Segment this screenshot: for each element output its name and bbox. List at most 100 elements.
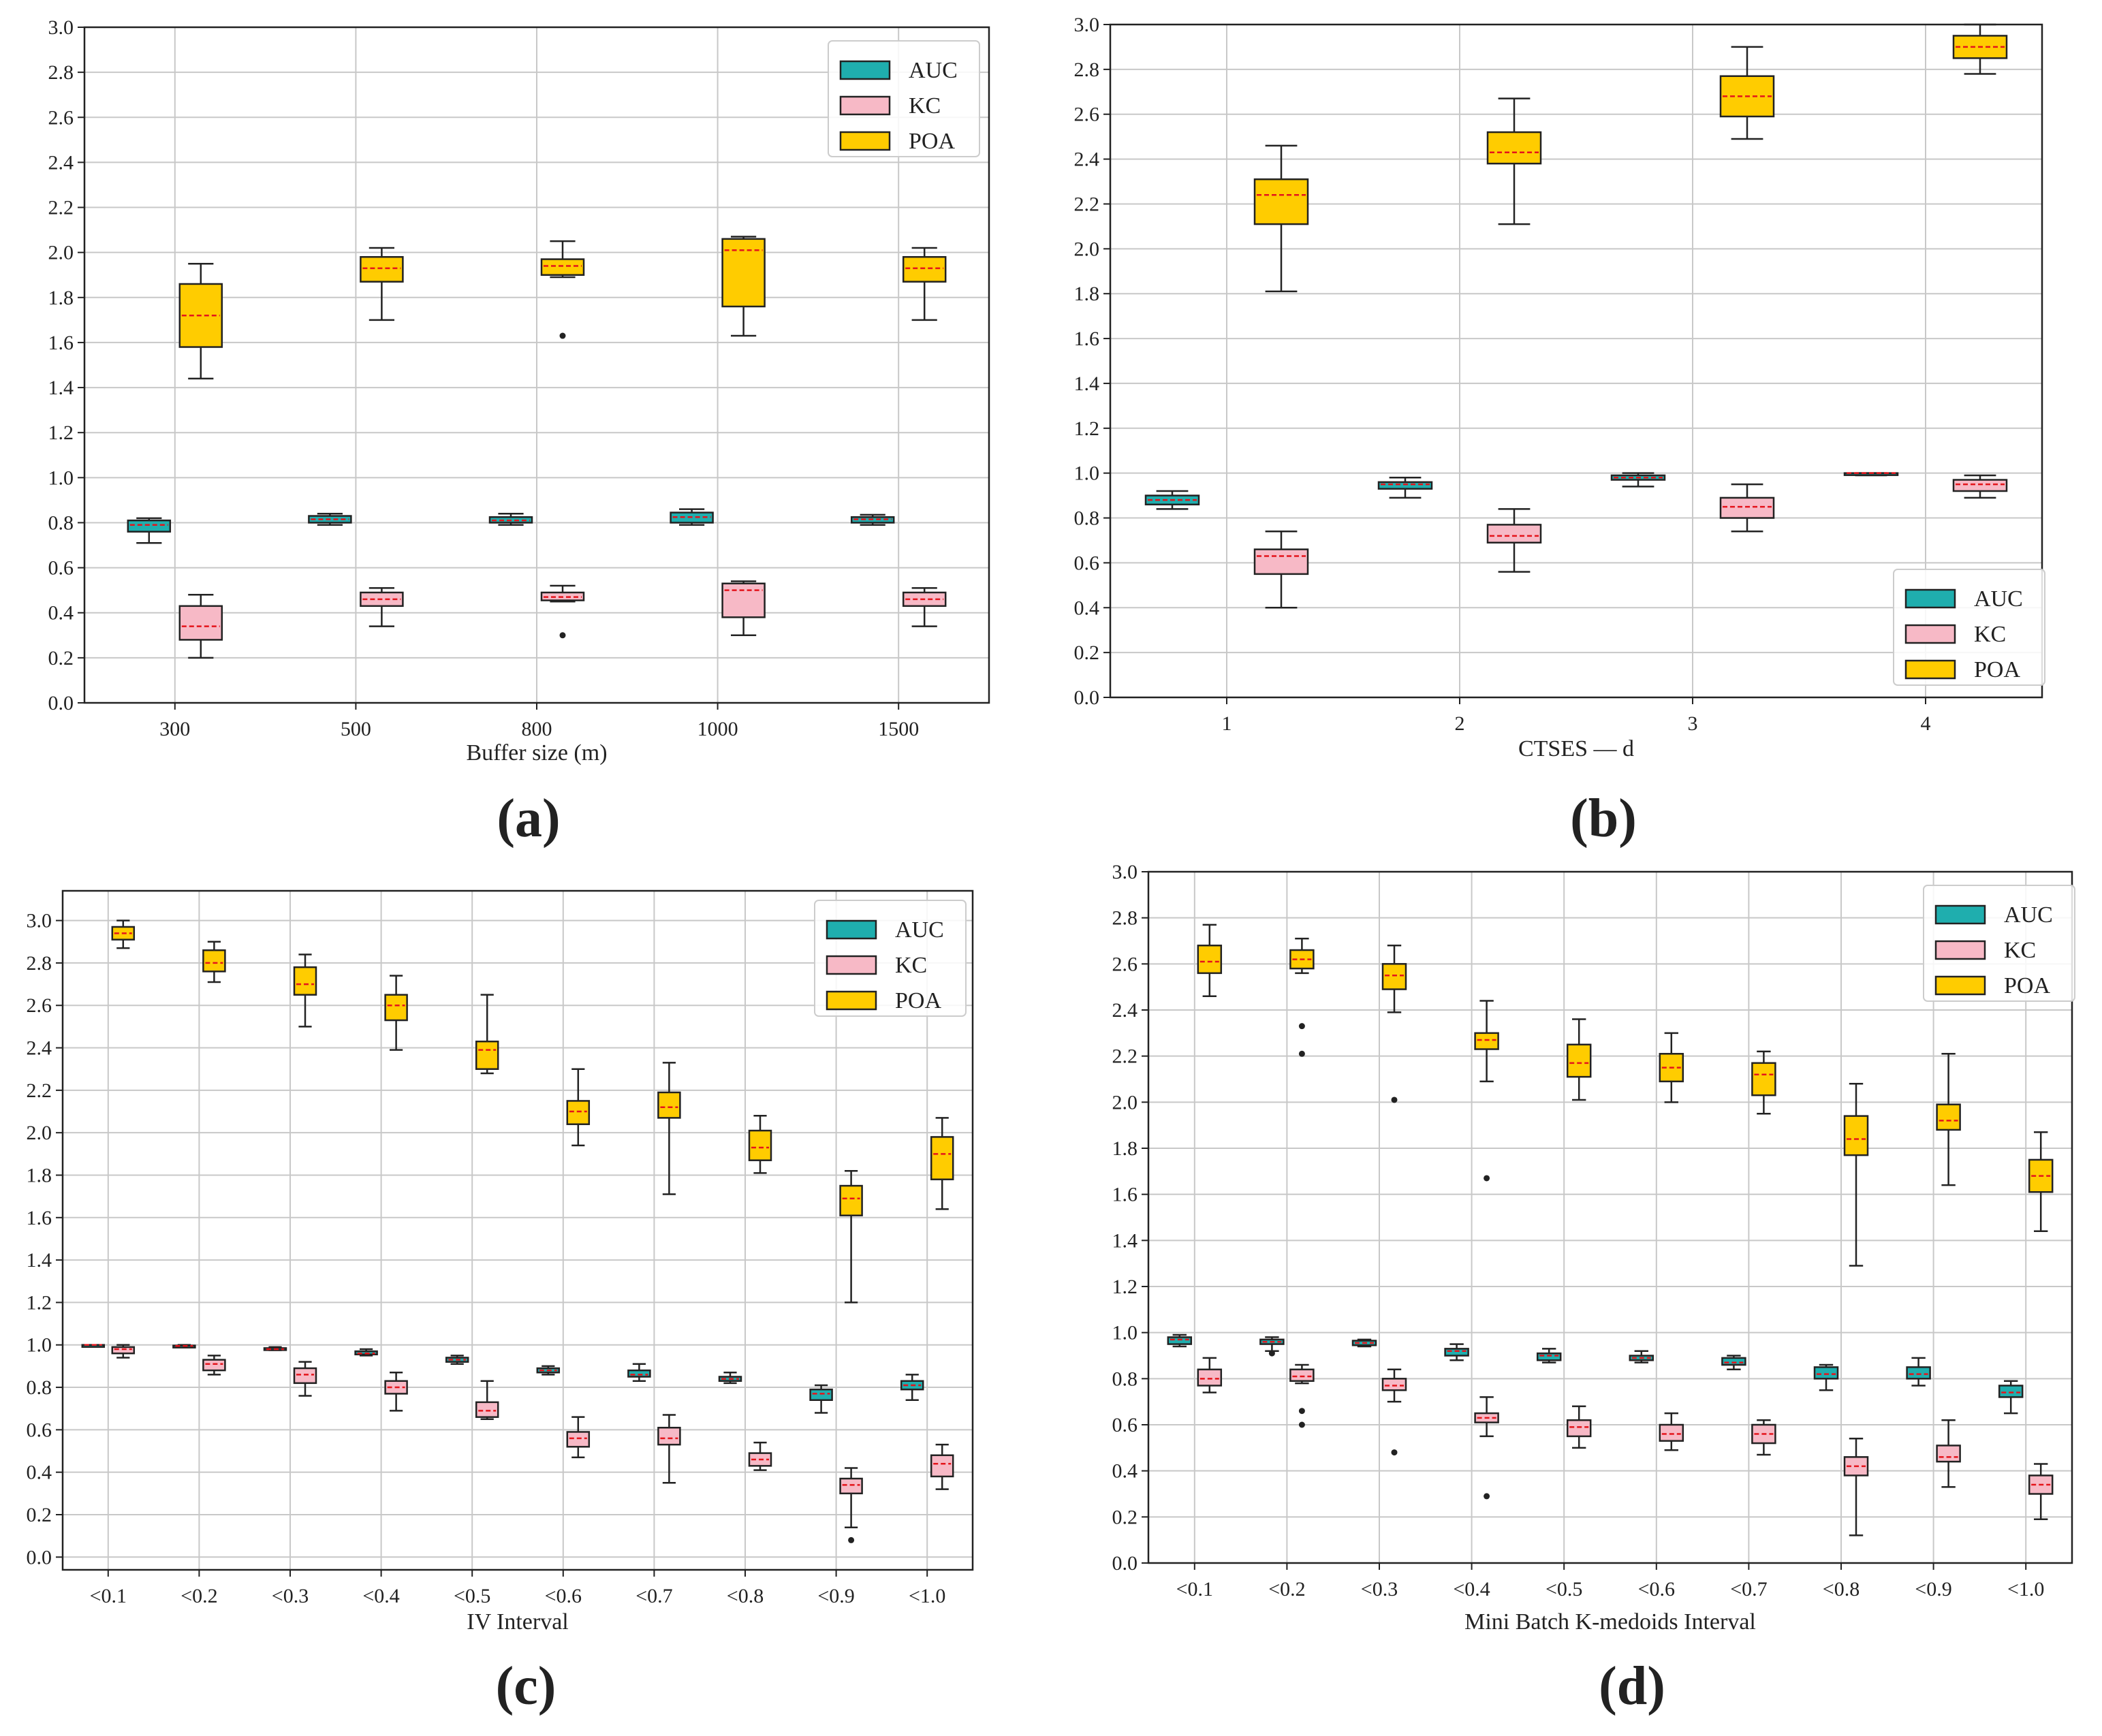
y-tick-label: 1.6 [27, 1207, 52, 1229]
box-poa [566, 1068, 591, 1147]
x-tick-label: <0.6 [545, 1585, 582, 1607]
box-kc [1289, 1363, 1315, 1428]
y-tick-label: 0.4 [48, 602, 74, 625]
box-kc [1197, 1357, 1223, 1393]
x-tick-label: <0.9 [1915, 1578, 1951, 1600]
box-body [1289, 1368, 1315, 1382]
box-poa [930, 1117, 954, 1210]
y-tick-label: 1.6 [48, 332, 74, 354]
panel-letter: (c) [496, 1656, 556, 1716]
y-tick-label: 2.2 [48, 197, 74, 219]
box-body [293, 1367, 317, 1385]
box-auc [354, 1348, 378, 1357]
y-tick-label: 2.6 [27, 994, 52, 1017]
box-auc [1721, 1355, 1746, 1371]
y-tick-label: 1.4 [1074, 373, 1100, 395]
box-body [566, 1431, 591, 1448]
box-body [1253, 178, 1309, 225]
box-poa [1843, 1083, 1869, 1267]
box-body [1536, 1352, 1562, 1361]
y-tick-label: 1.0 [1074, 462, 1100, 485]
x-axis-label: CTSES — d [1518, 736, 1634, 761]
y-tick-label: 2.8 [1112, 907, 1138, 930]
legend-label-auc: AUC [2004, 902, 2053, 928]
box-poa [111, 919, 136, 949]
box-kc [202, 1355, 226, 1376]
legend-label-auc: AUC [895, 917, 944, 943]
x-tick-label: <0.6 [1638, 1578, 1675, 1600]
box-auc [1351, 1338, 1377, 1348]
box-kc [111, 1344, 136, 1359]
x-tick-label: 1500 [878, 718, 919, 740]
outlier-point [848, 1536, 855, 1543]
box-kc [1719, 483, 1775, 533]
box-body [721, 238, 766, 308]
box-poa [1659, 1032, 1684, 1103]
box-kc [1659, 1412, 1684, 1451]
y-tick-label: 0.6 [27, 1419, 52, 1441]
box-body [1474, 1032, 1499, 1050]
x-tick-label: 1 [1222, 712, 1232, 735]
legend-label-poa: POA [2004, 973, 2050, 998]
y-tick-label: 2.2 [27, 1079, 52, 1102]
box-poa [1486, 97, 1542, 225]
box-auc [127, 517, 172, 544]
box-body [748, 1129, 772, 1161]
y-tick-label: 2.0 [1112, 1091, 1138, 1114]
box-body [1253, 548, 1309, 575]
box-kc [1843, 1438, 1869, 1536]
legend-label-auc: AUC [909, 58, 958, 83]
x-tick-label: <0.8 [1823, 1578, 1860, 1600]
legend-label-poa: POA [909, 129, 955, 154]
box-body [1167, 1336, 1193, 1345]
box-auc [1906, 1357, 1931, 1387]
y-tick-label: 0.4 [27, 1462, 52, 1484]
box-poa [902, 247, 947, 321]
x-tick-label: 4 [1921, 712, 1931, 735]
box-kc [721, 580, 766, 637]
box-kc [1936, 1419, 1961, 1488]
axes-frame [61, 889, 974, 1571]
y-tick-label: 1.0 [48, 467, 74, 489]
outlier-point [1484, 1493, 1490, 1500]
outlier-point [1391, 1449, 1398, 1456]
outlier-point [1298, 1023, 1305, 1030]
box-body [1486, 131, 1542, 165]
box-body [111, 1346, 136, 1355]
legend-swatch-poa [1934, 975, 1986, 996]
y-tick-label: 2.0 [1074, 238, 1100, 260]
box-body [1381, 963, 1407, 990]
box-poa [1474, 1000, 1499, 1182]
box-kc [475, 1380, 499, 1421]
outlier-point [559, 632, 566, 639]
outlier-point [1268, 1350, 1275, 1357]
axes-frame [1109, 23, 2043, 699]
x-tick-label: <0.1 [90, 1585, 127, 1607]
y-tick-label: 0.0 [1112, 1552, 1138, 1575]
y-tick-label: 0.8 [48, 511, 74, 534]
box-body [1377, 481, 1433, 490]
legend-label-kc: KC [2004, 938, 2036, 963]
box-body [1936, 1103, 1961, 1131]
y-tick-label: 2.4 [27, 1037, 52, 1060]
x-tick-label: <0.8 [727, 1585, 764, 1607]
box-auc [718, 1371, 742, 1385]
x-tick-label: <0.4 [1453, 1578, 1490, 1600]
legend-swatch-kc [1904, 624, 1956, 644]
box-body [1721, 1357, 1746, 1366]
box-body [1906, 1366, 1931, 1380]
box-poa [360, 247, 404, 321]
legend-swatch-kc [826, 955, 877, 975]
y-tick-label: 0.4 [1112, 1460, 1138, 1483]
y-tick-label: 1.0 [27, 1334, 52, 1357]
box-body [809, 1388, 833, 1401]
box-body [1751, 1062, 1776, 1096]
x-tick-label: 2 [1455, 712, 1465, 735]
box-auc [308, 512, 352, 526]
legend: AUC KC POA [1923, 885, 2075, 1002]
box-auc [1259, 1336, 1285, 1357]
box-kc [178, 594, 223, 659]
legend-label-poa: POA [895, 988, 941, 1013]
y-tick-label: 0.2 [48, 647, 74, 669]
